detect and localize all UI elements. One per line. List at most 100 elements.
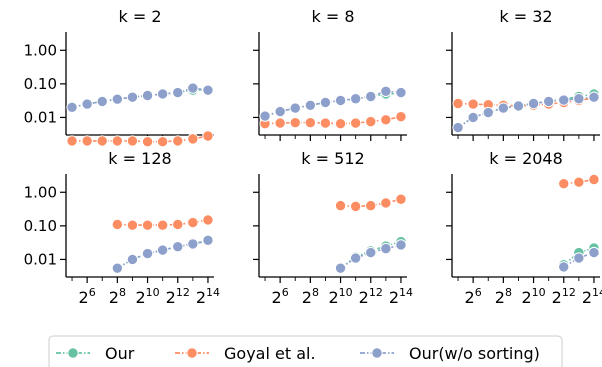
data-point [111,93,124,105]
y-tick-label: 0.01 [24,250,57,268]
series-line-goyal-et-al- [72,135,209,143]
data-point [172,240,184,253]
data-point [202,84,214,96]
data-point [349,117,362,129]
panel-5: k = 512 26 28 210 212 214 [253,149,413,307]
legend-label: Goyal et al. [224,344,316,363]
data-point [349,200,362,213]
data-point [380,114,392,126]
series-line-our-w-o-sorting- [71,87,209,109]
data-point [156,88,169,100]
y-tick-label: 1.00 [24,41,57,59]
panel-title: k = 32 [499,7,552,26]
data-point [274,105,286,118]
panel-4: k = 128 1.00 0.10 0.01 26 28 210 212 214 [24,149,220,307]
data-point [172,135,184,147]
data-point [334,118,347,130]
x-tick-label: 28 [302,286,319,307]
series-line-goyal-et-al- [264,115,402,125]
x-tick-label: 26 [79,286,96,307]
x-tick-label: 28 [109,286,126,307]
x-tick-label: 26 [465,286,482,307]
data-point [380,85,392,98]
data-point [126,219,139,231]
data-point [304,99,317,111]
data-point [452,97,464,110]
data-point [467,98,479,110]
data-point [202,130,214,142]
data-point [111,218,124,231]
data-point [573,176,585,188]
data-point [141,89,154,102]
data-point [96,95,108,108]
data-point [141,135,154,148]
data-point [512,100,525,112]
data-point [289,116,301,129]
data-point [202,214,214,226]
data-point [497,102,510,114]
data-point [156,135,169,148]
data-point [380,197,392,209]
data-point [467,111,479,124]
legend-marker [186,347,198,359]
x-tick-label: 26 [272,286,289,307]
x-tick-label: 212 [359,286,383,307]
data-point [304,116,317,129]
y-tick-label: 0.10 [24,217,57,235]
data-point [349,252,362,264]
panel-1: k = 2 1.00 0.10 0.01 [24,7,214,148]
series-line-our [457,93,595,129]
data-point [81,135,93,147]
data-point [558,177,570,190]
data-point [349,93,362,105]
legend-label: Our [105,344,135,363]
panel-title: k = 2048 [489,149,563,168]
data-point [380,242,392,255]
data-point [172,86,184,99]
data-point [141,247,154,260]
x-tick-label: 210 [521,286,545,307]
data-point [395,239,407,251]
data-point [588,246,600,259]
data-point [172,218,184,231]
y-tick-label: 0.10 [24,75,57,93]
panel-3: k = 32 [446,7,600,141]
data-point [365,199,377,212]
x-tick-label: 212 [552,286,576,307]
y-tick-label: 0.01 [24,108,57,126]
data-point [482,106,494,119]
x-tick-label: 210 [135,286,159,307]
data-point [96,135,108,147]
data-point [573,252,585,264]
data-point [156,219,169,231]
data-point [156,244,169,256]
data-point [452,121,464,134]
data-point [365,115,377,128]
legend-marker [67,347,79,359]
y-tick-label: 1.00 [24,183,57,201]
data-point [126,253,139,266]
data-point [66,101,78,114]
data-point [365,90,377,103]
data-point [542,95,555,108]
data-point [334,262,347,274]
series-line-our-w-o-sorting- [457,96,595,129]
x-tick-label: 28 [495,286,512,307]
data-point [111,135,124,147]
legend-marker [371,347,383,359]
panel-6: k = 2048 26 28 210 212 214 [446,149,602,307]
data-point [111,262,124,274]
legend-label: Our(w/o sorting) [409,344,540,363]
data-point [558,261,570,273]
data-point [319,117,332,129]
data-point [126,135,139,147]
data-point [259,110,271,122]
legend: Our Goyal et al. Our(w/o sorting) [48,335,563,367]
data-point [588,173,600,186]
x-tick-label: 214 [196,286,220,307]
data-point [141,219,154,231]
x-tick-label: 210 [328,286,352,307]
data-point [66,135,78,147]
data-point [588,91,600,103]
